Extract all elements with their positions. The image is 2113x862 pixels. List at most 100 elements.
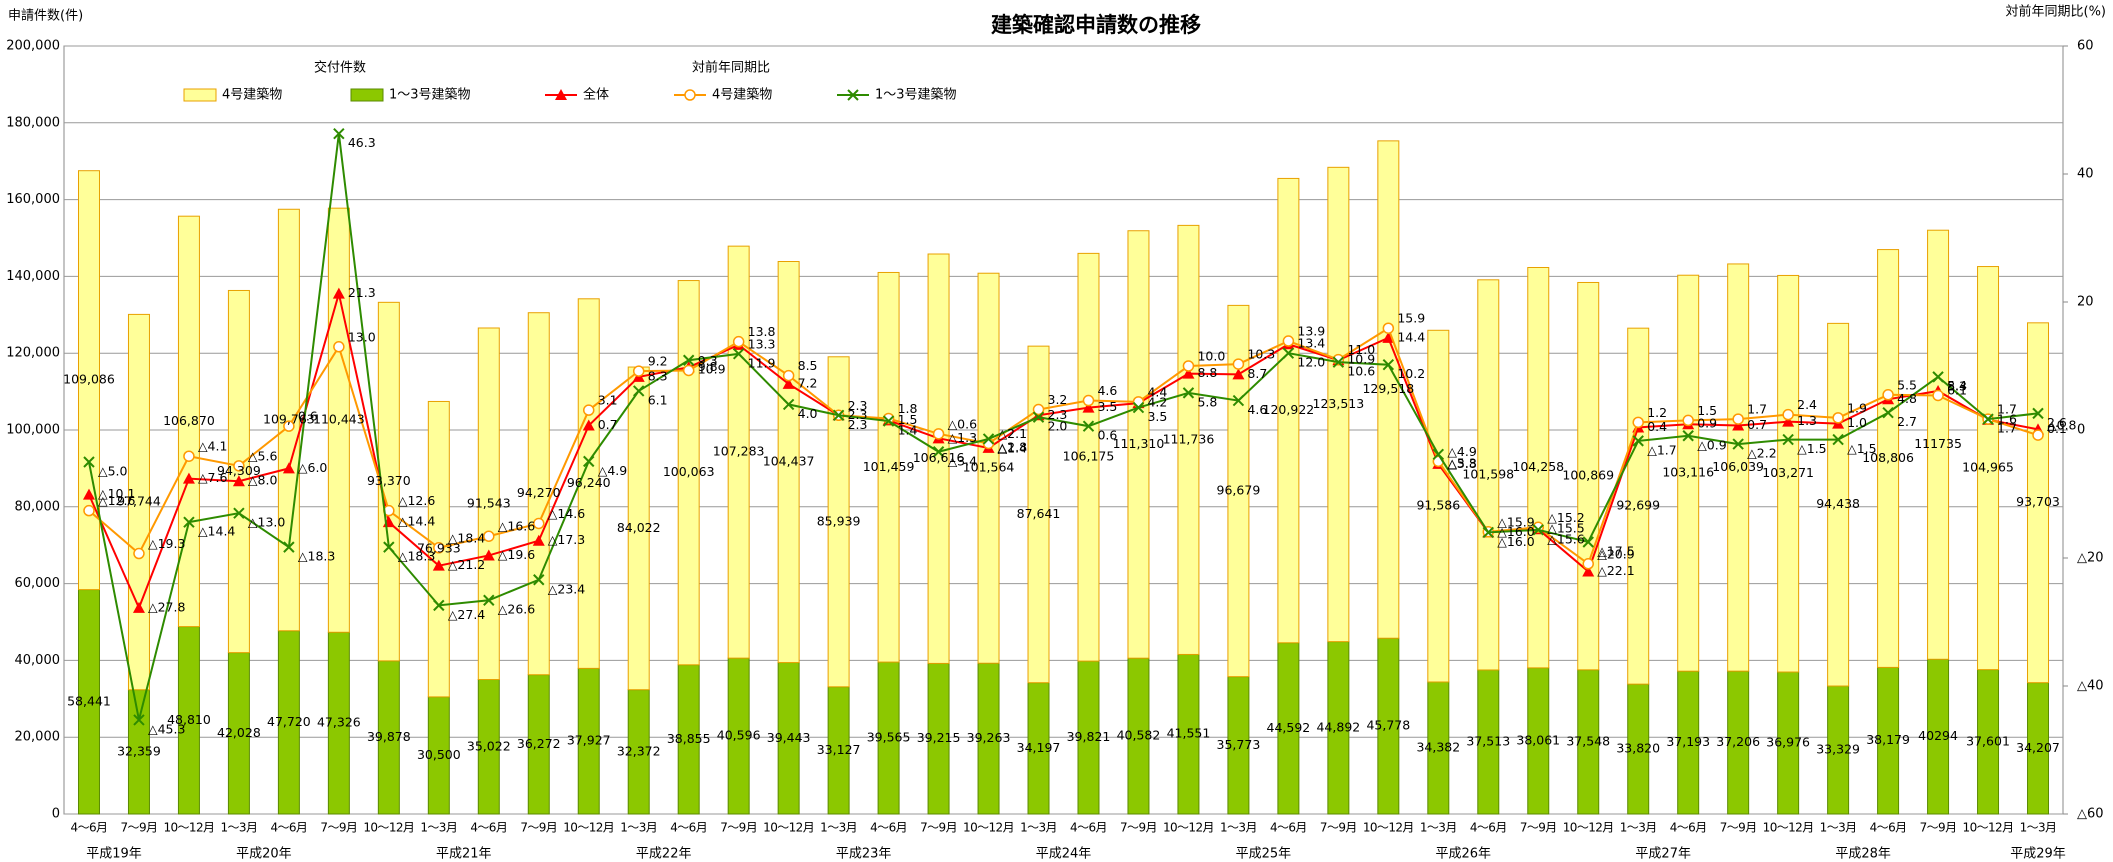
bar-value-label: 106,039 — [1712, 459, 1764, 474]
marker — [182, 472, 195, 484]
line-value-label: 9.3 — [698, 353, 718, 368]
x-tick-label: 10～12月 — [1763, 821, 1814, 835]
line-value-label: △8.0 — [248, 473, 278, 488]
marker — [1882, 389, 1894, 401]
line-value-label: 1.9 — [1847, 400, 1867, 415]
x-tick-label: 7～9月 — [920, 821, 957, 835]
marker — [432, 559, 445, 571]
line-value-label: 1.4 — [898, 423, 918, 438]
line-value-label: 4.4 — [1147, 384, 1167, 399]
line-value-label: 15.9 — [1397, 311, 1425, 326]
line-value-label: 10.0 — [1197, 349, 1225, 364]
marker — [1382, 322, 1395, 334]
line-value-label: △18.3 — [398, 549, 435, 564]
marker — [1332, 356, 1345, 368]
line-value-label: △5.6 — [248, 448, 278, 463]
marker — [682, 354, 695, 366]
marker — [533, 517, 545, 530]
line-value-label: △2.1 — [998, 426, 1028, 441]
line-value-label: △3.4 — [948, 453, 978, 468]
y-axis-title: 申請件数(件) — [8, 9, 83, 24]
marker — [782, 369, 795, 382]
marker — [1082, 401, 1095, 413]
x-tick-label: 4～6月 — [470, 821, 507, 835]
marker — [1182, 360, 1195, 372]
line-value-label: △15.5 — [1547, 521, 1584, 536]
bar — [1627, 327, 1650, 685]
marker — [782, 377, 795, 389]
line-value-label: △15.9 — [1497, 514, 1534, 529]
bar-value-label: 104,965 — [1962, 460, 2014, 475]
marker — [132, 601, 145, 613]
x-group-label: 平成28年 — [1835, 847, 1891, 862]
line-value-label: 0.1 — [2047, 421, 2067, 436]
line-value-label: △14.4 — [198, 524, 235, 539]
bar — [1477, 279, 1500, 671]
bar-value-label: 111,310 — [1113, 436, 1165, 451]
line-value-label: △12.6 — [398, 493, 435, 508]
marker — [1532, 524, 1544, 536]
line-value-label: △1.7 — [1647, 442, 1677, 457]
bar — [377, 301, 400, 662]
marker — [1082, 394, 1095, 407]
y2-tick-label: △20 — [2077, 551, 2104, 566]
x-tick-label: 10～12月 — [763, 821, 814, 835]
line-value-label: 2.6 — [2047, 415, 2067, 430]
marker — [582, 419, 595, 431]
legend-swatch — [350, 88, 384, 102]
bar — [877, 271, 900, 663]
marker — [82, 488, 95, 500]
line-value-label: △14.6 — [548, 506, 585, 521]
y-tick-label: 20,000 — [15, 730, 61, 745]
x-tick-label: 7～9月 — [520, 821, 557, 835]
marker — [133, 714, 145, 726]
line — [88, 133, 2039, 721]
line-value-label: 2.3 — [848, 398, 868, 413]
x-tick-label: 7～9月 — [320, 821, 357, 835]
marker — [1282, 335, 1295, 347]
bar-value-label: 39,821 — [1067, 729, 1111, 744]
bar-value-label: 101,459 — [863, 459, 915, 474]
marker — [682, 364, 695, 377]
bar — [977, 272, 1000, 664]
line-value-label: △5.0 — [98, 464, 128, 479]
line-value-label: 12.0 — [1297, 355, 1325, 370]
marker — [133, 547, 145, 560]
line-value-label: 4.8 — [1897, 391, 1917, 406]
x-tick-label: 10～12月 — [563, 821, 614, 835]
marker — [332, 287, 345, 299]
bar-value-label: 39,878 — [367, 729, 411, 744]
marker — [1732, 419, 1745, 431]
line-value-label: 0.9 — [1697, 416, 1717, 431]
marker — [932, 446, 945, 458]
marker — [1432, 448, 1445, 461]
x-tick-label: 1～3月 — [1620, 821, 1657, 835]
marker — [1382, 331, 1395, 343]
legend-label: 1～3号建築物 — [389, 88, 471, 103]
bar-value-label: 97,744 — [117, 494, 161, 509]
bar-value-label: 39,263 — [967, 730, 1011, 745]
line-value-label: 5.8 — [1197, 394, 1217, 409]
x-tick-label: 7～9月 — [1120, 821, 1157, 835]
marker — [1282, 347, 1295, 359]
line-value-label: △21.2 — [448, 557, 485, 572]
bar-value-label: 39,443 — [767, 730, 811, 745]
line-value-label: 10.2 — [1397, 366, 1425, 381]
line-value-label: △16.6 — [498, 519, 535, 534]
line-value-label: 0.7 — [598, 417, 618, 432]
bar-value-label: 94,270 — [517, 485, 561, 500]
bar-value-label: 106,175 — [1063, 449, 1115, 464]
line-value-label: 1.7 — [1747, 402, 1767, 417]
legend-marker — [684, 89, 696, 101]
x-group-label: 平成29年 — [2010, 847, 2066, 862]
bar-value-label: 37,601 — [1966, 733, 2010, 748]
bar — [1327, 166, 1350, 643]
x-tick-label: 1～3月 — [420, 821, 457, 835]
x-group-label: 平成24年 — [1036, 847, 1092, 862]
line-value-label: 5.5 — [1897, 377, 1917, 392]
y-tick-label: 120,000 — [6, 346, 60, 361]
marker — [1732, 413, 1744, 425]
bar — [1377, 140, 1400, 639]
line-value-label: △19.6 — [498, 547, 535, 562]
chart-title: 建築確認申請数の推移 — [991, 13, 1201, 37]
